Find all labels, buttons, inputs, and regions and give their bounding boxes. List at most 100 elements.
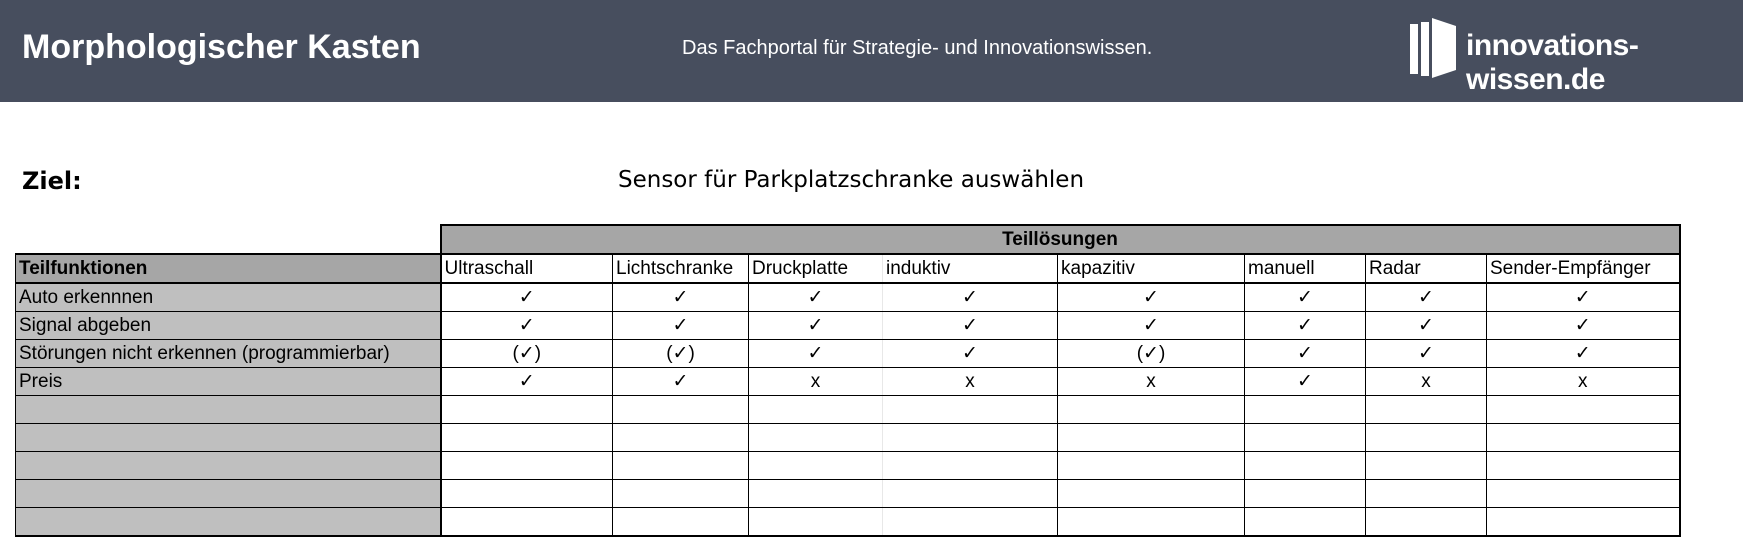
column-header: Ultraschall <box>440 253 613 284</box>
table-cell[interactable] <box>440 451 613 480</box>
table-row: Signal abgeben ✓ ✓ ✓ ✓ ✓ ✓ ✓ ✓ <box>15 311 1681 340</box>
table-row <box>15 423 1681 452</box>
table-cell[interactable]: ✓ <box>1244 339 1366 368</box>
logo-icon <box>1410 18 1456 78</box>
table-cell[interactable] <box>1057 423 1245 452</box>
table-cell[interactable]: ✓ <box>748 311 883 340</box>
table-cell[interactable]: ✓ <box>1057 282 1245 312</box>
table-cell[interactable] <box>882 479 1058 508</box>
table-cell[interactable] <box>1486 479 1681 508</box>
column-header: induktiv <box>882 253 1058 284</box>
table-row: Störungen nicht erkennen (programmierbar… <box>15 339 1681 368</box>
goal-value: Sensor für Parkplatzschranke auswählen <box>618 167 1085 193</box>
table-cell[interactable]: x <box>882 367 1058 396</box>
table-row: Preis ✓ ✓ x x x ✓ x x <box>15 367 1681 396</box>
table-cell[interactable]: ✓ <box>748 339 883 368</box>
table-cell[interactable]: (✓) <box>1057 339 1245 368</box>
table-cell[interactable] <box>1486 395 1681 424</box>
table-cell[interactable]: ✓ <box>1244 282 1366 312</box>
table-row: Auto erkennnen ✓ ✓ ✓ ✓ ✓ ✓ ✓ ✓ <box>15 282 1681 312</box>
group-header: Teillösungen <box>439 224 1681 255</box>
table-cell[interactable]: ✓ <box>1244 311 1366 340</box>
table-cell[interactable]: ✓ <box>440 311 613 340</box>
table-cell[interactable]: x <box>1057 367 1245 396</box>
table-row <box>15 395 1681 424</box>
table-cell[interactable] <box>748 423 883 452</box>
row-label[interactable] <box>15 507 442 537</box>
row-label[interactable]: Preis <box>15 367 442 396</box>
table-cell[interactable]: ✓ <box>1486 311 1681 340</box>
table-cell[interactable]: ✓ <box>1486 339 1681 368</box>
empty-corner <box>16 225 441 254</box>
table-cell[interactable] <box>612 479 749 508</box>
table-cell[interactable]: ✓ <box>612 367 749 396</box>
row-label[interactable] <box>15 479 442 508</box>
table-cell[interactable] <box>1486 451 1681 480</box>
table-cell[interactable] <box>612 423 749 452</box>
table-cell[interactable]: ✓ <box>882 311 1058 340</box>
table-cell[interactable] <box>440 479 613 508</box>
table-cell[interactable]: x <box>1365 367 1487 396</box>
table-cell[interactable] <box>748 451 883 480</box>
table-cell[interactable] <box>1365 479 1487 508</box>
table-cell[interactable] <box>612 451 749 480</box>
table-row <box>15 507 1681 537</box>
table-cell[interactable]: x <box>748 367 883 396</box>
table-cell[interactable] <box>1365 395 1487 424</box>
table-cell[interactable]: ✓ <box>1365 339 1487 368</box>
table-cell[interactable]: (✓) <box>440 339 613 368</box>
table-cell[interactable] <box>1057 451 1245 480</box>
table-cell[interactable] <box>882 423 1058 452</box>
table-cell[interactable] <box>1057 507 1245 537</box>
table-cell[interactable] <box>1244 451 1366 480</box>
table-cell[interactable]: ✓ <box>440 282 613 312</box>
table-cell[interactable] <box>882 507 1058 537</box>
table-cell[interactable] <box>1486 423 1681 452</box>
table-cell[interactable] <box>748 507 883 537</box>
row-label[interactable] <box>15 423 442 452</box>
row-label[interactable]: Auto erkennnen <box>15 282 442 312</box>
table-cell[interactable] <box>882 395 1058 424</box>
table-cell[interactable]: ✓ <box>612 282 749 312</box>
table-cell[interactable]: ✓ <box>882 282 1058 312</box>
table-cell[interactable]: ✓ <box>612 311 749 340</box>
table-cell[interactable] <box>1244 395 1366 424</box>
table-cell[interactable] <box>1365 451 1487 480</box>
table-cell[interactable]: ✓ <box>440 367 613 396</box>
table-cell[interactable] <box>748 479 883 508</box>
row-label[interactable] <box>15 451 442 480</box>
table-cell[interactable]: (✓) <box>612 339 749 368</box>
column-header: Druckplatte <box>748 253 883 284</box>
table-cell[interactable] <box>612 395 749 424</box>
row-label[interactable]: Störungen nicht erkennen (programmierbar… <box>15 339 442 368</box>
table-cell[interactable] <box>1057 395 1245 424</box>
table-cell[interactable]: ✓ <box>1365 311 1487 340</box>
table-cell[interactable]: x <box>1486 367 1681 396</box>
table-cell[interactable]: ✓ <box>748 282 883 312</box>
table-cell[interactable]: ✓ <box>1486 282 1681 312</box>
row-label[interactable]: Signal abgeben <box>15 311 442 340</box>
column-header: Radar <box>1365 253 1487 284</box>
table-cell[interactable]: ✓ <box>1244 367 1366 396</box>
table-cell[interactable] <box>1244 423 1366 452</box>
table-cell[interactable] <box>1244 507 1366 537</box>
table-cell[interactable] <box>440 395 613 424</box>
table-cell[interactable] <box>748 395 883 424</box>
column-header: kapazitiv <box>1057 253 1245 284</box>
table-cell[interactable]: ✓ <box>882 339 1058 368</box>
table-cell[interactable]: ✓ <box>1057 311 1245 340</box>
table-cell[interactable] <box>440 507 613 537</box>
row-label[interactable] <box>15 395 442 424</box>
table-cell[interactable] <box>1486 507 1681 537</box>
table-cell[interactable] <box>440 423 613 452</box>
table-cell[interactable] <box>1057 479 1245 508</box>
table-row <box>15 479 1681 508</box>
table-cell[interactable] <box>882 451 1058 480</box>
column-header: Sender-Empfänger <box>1486 253 1681 284</box>
table-cell[interactable] <box>1365 423 1487 452</box>
table-cell[interactable]: ✓ <box>1365 282 1487 312</box>
table-cell[interactable] <box>612 507 749 537</box>
table-cell[interactable] <box>1244 479 1366 508</box>
table-cell[interactable] <box>1365 507 1487 537</box>
morphological-table: Teillösungen Teilfunktionen Ultraschall Li… <box>15 224 1681 537</box>
